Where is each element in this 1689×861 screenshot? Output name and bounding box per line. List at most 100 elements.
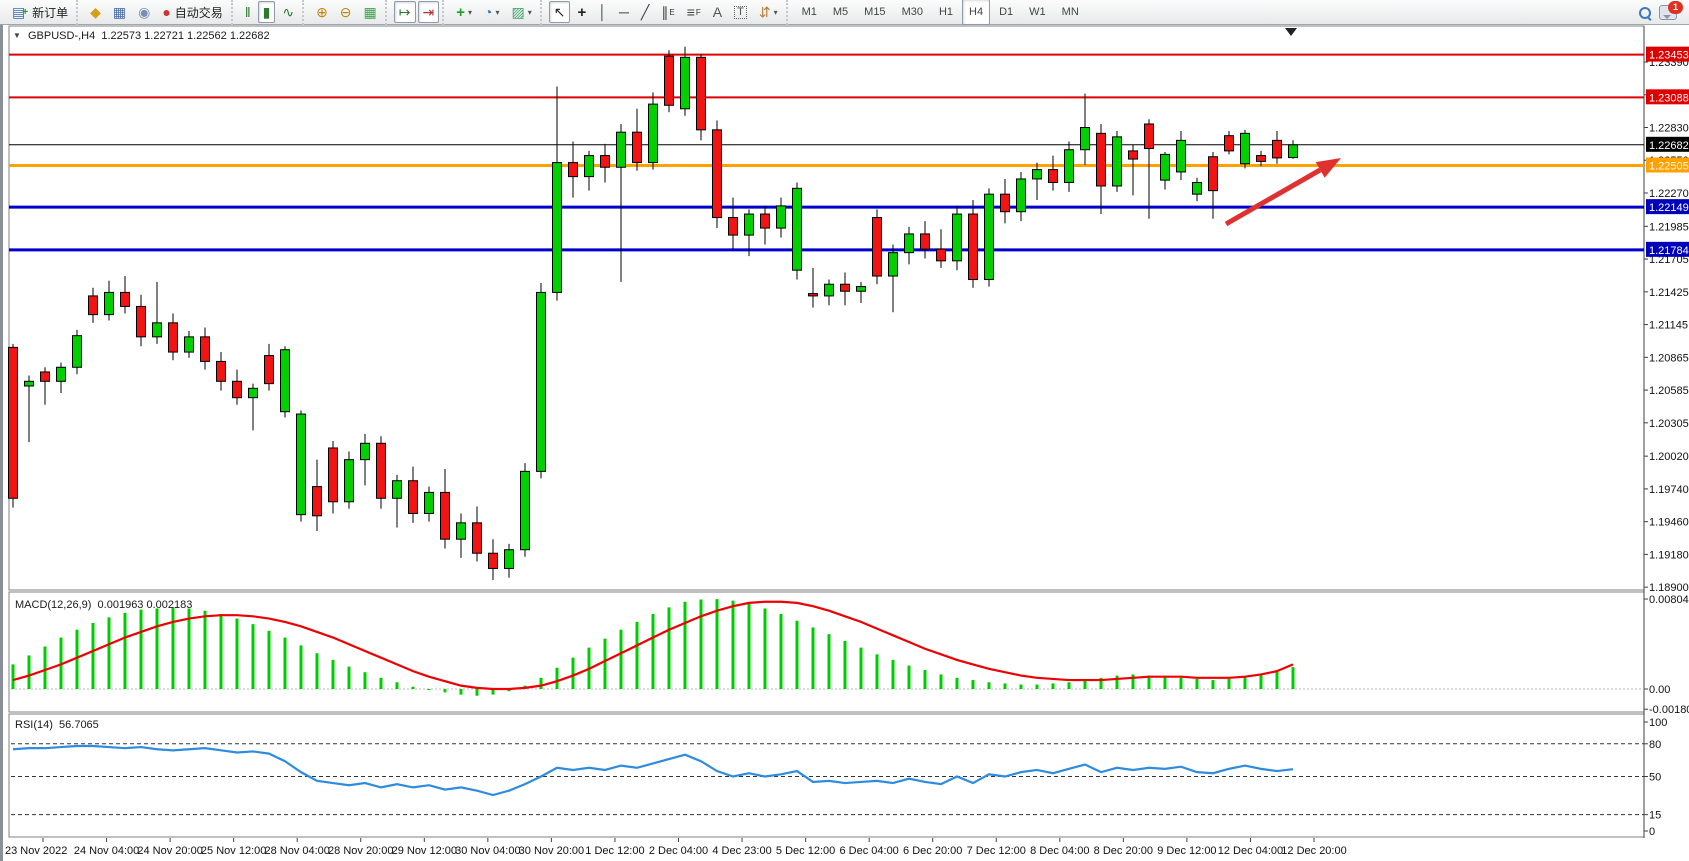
candle-body <box>584 155 594 178</box>
price-tick-label: 1.19740 <box>1649 484 1689 496</box>
candle-body <box>168 322 178 353</box>
chart-shift-marker-icon[interactable] <box>1285 28 1297 36</box>
label-icon[interactable]: T <box>729 1 752 23</box>
timeframe-m15[interactable]: M15 <box>864 6 886 18</box>
chart-plot[interactable]: 1.233901.231101.228301.225501.222701.219… <box>3 25 1689 861</box>
search-icon[interactable] <box>1639 6 1652 21</box>
sub-letter: E <box>669 7 675 17</box>
horizontal-line-icon[interactable]: ─ <box>614 1 634 23</box>
trendline-icon[interactable]: ╱ <box>636 1 654 23</box>
fibonacci-icon[interactable]: ≡ F <box>682 1 706 23</box>
autotrading-button[interactable]: ● 自动交易 <box>157 1 227 23</box>
line-chart-icon[interactable]: ∿ <box>277 1 299 23</box>
tile-windows-icon[interactable]: ▦ <box>359 1 382 23</box>
price-tick-label: 1.18900 <box>1649 582 1689 594</box>
templates-glyph: ▨ <box>511 4 525 20</box>
chart-window[interactable]: 1.233901.231101.228301.225501.222701.219… <box>0 25 1689 861</box>
candle-body <box>696 56 706 131</box>
candlestick-chart-icon-glyph: ▮ <box>262 4 271 20</box>
text-icon[interactable]: A <box>708 1 727 23</box>
terminal-icon[interactable]: ▦ <box>108 1 131 23</box>
candle-body <box>920 233 930 250</box>
candle-body <box>40 371 50 382</box>
rsi-panel[interactable] <box>8 713 1645 838</box>
candle-body <box>392 480 402 499</box>
rsi-scale-label: 50 <box>1649 772 1661 784</box>
auto-scroll-button[interactable]: ↦ <box>393 1 416 23</box>
chart-shift-button[interactable]: ⇥ <box>417 1 440 23</box>
gold-icon[interactable]: ◆ <box>85 1 106 23</box>
zoom-in-icon[interactable]: ⊕ <box>311 1 333 23</box>
zoom-out-icon[interactable]: ⊖ <box>335 1 357 23</box>
toolbar-group-chart-types: ‖ ▮ ∿ <box>230 0 302 25</box>
time-tick-label: 28 Nov 20:00 <box>328 845 393 857</box>
rsi-scale-label: 100 <box>1649 717 1667 729</box>
candle-body <box>152 322 162 338</box>
candle-body <box>472 522 482 554</box>
periods-button[interactable]: ◔ ▾ <box>479 1 504 23</box>
rsi-line <box>12 744 1294 797</box>
candle-body <box>344 459 354 503</box>
candle-body <box>744 213 754 236</box>
arrows-tool-icon[interactable]: ⇵ ▾ <box>754 1 783 23</box>
channel-icon-glyph: ∥ <box>661 4 669 20</box>
channel-icon[interactable]: ∥ E <box>656 1 679 23</box>
toolbar-right: 1 <box>1631 0 1683 25</box>
chart-shift-glyph: ⇥ <box>422 4 435 20</box>
candle-body <box>424 491 434 514</box>
chevron-down-icon: ▾ <box>527 7 532 17</box>
candle-body <box>1176 139 1186 173</box>
candle-body <box>1096 132 1106 187</box>
candle-body <box>56 366 66 382</box>
new-order-button[interactable]: ▤ + 新订单 <box>7 1 73 23</box>
main-panel[interactable] <box>8 25 1645 591</box>
trend-arrow-line[interactable] <box>1224 167 1322 227</box>
macd-values: 0.001963 0.002183 <box>97 599 193 611</box>
level-label: 1.22682 <box>1649 140 1689 152</box>
timeframe-d1[interactable]: D1 <box>999 6 1014 18</box>
label-icon-glyph: T <box>734 5 747 19</box>
candle-body <box>792 187 802 271</box>
timeframe-m5[interactable]: M5 <box>832 6 849 18</box>
candlestick-chart-icon[interactable]: ▮ <box>257 1 276 23</box>
toolbar-group-dropdowns: + ▾ ◔ ▾ ▨ ▾ <box>442 0 540 25</box>
time-tick-label: 8 Dec 20:00 <box>1094 845 1153 857</box>
zoom-out-icon-glyph: ⊖ <box>339 4 352 20</box>
bar-chart-icon[interactable]: ‖ <box>240 1 256 23</box>
timeframe-mn[interactable]: MN <box>1061 6 1079 18</box>
signals-icon[interactable]: ◉ <box>133 1 155 23</box>
chat-icon[interactable]: 1 <box>1659 1 1683 20</box>
templates-button[interactable]: ▨ ▾ <box>507 1 537 23</box>
cursor-button[interactable]: ↖ <box>548 1 571 23</box>
indicators-button[interactable]: + ▾ <box>451 1 477 23</box>
timeframe-h4[interactable]: H4 <box>962 0 991 25</box>
candle-body <box>120 291 130 307</box>
time-tick-label: 6 Dec 04:00 <box>839 845 898 857</box>
time-tick-label: 5 Dec 12:00 <box>776 845 835 857</box>
price-tick-label: 1.20020 <box>1649 451 1689 463</box>
new-order-button-label: 新订单 <box>32 5 69 20</box>
crosshair-button[interactable]: + <box>572 1 591 23</box>
candle-body <box>776 205 786 229</box>
candle-body <box>88 295 98 316</box>
timeframe-m1[interactable]: M1 <box>801 6 817 18</box>
timeframe-h1[interactable]: H1 <box>938 6 954 18</box>
level-label: 1.23088 <box>1649 92 1689 104</box>
toolbar-group-navigation: ↦ ⇥ <box>384 0 442 25</box>
candle-body <box>520 470 530 551</box>
candle-body <box>1192 181 1202 195</box>
candle-body <box>456 522 466 540</box>
candle-body <box>1016 178 1026 213</box>
candle-body <box>888 252 898 277</box>
gold-icon-glyph: ◆ <box>90 4 101 20</box>
timeframe-w1[interactable]: W1 <box>1029 6 1046 18</box>
level-label-box <box>1646 89 1689 105</box>
chart-expander-icon[interactable]: ▼ <box>13 31 21 40</box>
timeframe-m30[interactable]: M30 <box>901 6 923 18</box>
vertical-line-icon[interactable]: │ <box>593 1 612 23</box>
bar-chart-icon-glyph: ‖ <box>244 4 251 20</box>
symbol-period-label: GBPUSD-,H4 <box>27 30 96 42</box>
periods-glyph: ◔ <box>484 4 493 20</box>
indicators-glyph: + <box>456 3 465 21</box>
time-tick-label: 7 Dec 12:00 <box>967 845 1026 857</box>
